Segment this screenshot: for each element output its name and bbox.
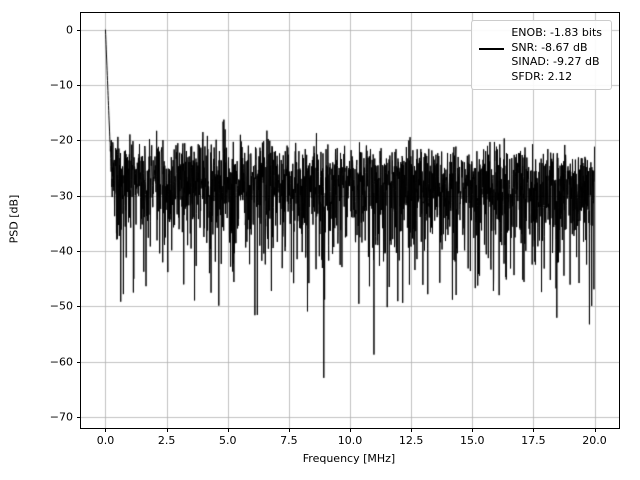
legend-enob: ENOB: -1.83 bits (511, 26, 602, 39)
x-tick-label: 17.5 (521, 434, 546, 447)
y-tick-label: −40 (49, 244, 73, 258)
legend-line-sample-icon (479, 48, 505, 50)
x-tick-label: 20.0 (582, 434, 607, 447)
x-tick-label: 0.0 (96, 434, 115, 447)
x-tick-mark (288, 428, 290, 432)
legend-sinad: SINAD: -9.27 dB (511, 55, 600, 68)
x-tick-label: 12.5 (398, 434, 424, 447)
x-tick-label: 2.5 (157, 434, 176, 447)
x-tick-label: 5.0 (218, 434, 237, 447)
x-tick-mark (227, 428, 229, 432)
legend-text: ENOB: -1.83 bits SNR: -8.67 dB SINAD: -9… (511, 26, 602, 84)
x-tick-label: 10.0 (337, 434, 363, 447)
x-tick-label: 15.0 (460, 434, 485, 447)
x-tick-mark (472, 428, 474, 432)
legend-sfdr: SFDR: 2.12 (511, 69, 573, 83)
x-tick-mark (166, 428, 168, 432)
x-tick-mark (105, 428, 107, 432)
y-tick-label: −60 (49, 355, 73, 369)
y-tick-label: −20 (49, 133, 73, 147)
y-tick-mark (77, 84, 81, 86)
y-tick-mark (77, 361, 81, 363)
x-tick-mark (533, 428, 535, 432)
x-tick-label: 7.5 (280, 434, 298, 447)
x-axis-label: Frequency [MHz] (302, 452, 396, 465)
y-tick-mark (77, 140, 81, 142)
y-tick-label: −30 (49, 189, 73, 203)
y-tick-mark (77, 250, 81, 252)
y-axis-label: PSD [dB] (7, 194, 21, 244)
y-tick-label: −50 (49, 299, 73, 313)
x-tick-mark (350, 428, 351, 432)
y-tick-mark (77, 29, 81, 31)
x-tick-mark (411, 428, 413, 432)
y-tick-mark (77, 306, 81, 308)
y-tick-mark (77, 195, 81, 197)
y-tick-label: 0 (66, 23, 73, 37)
y-tick-label: −70 (49, 410, 73, 424)
y-tick-label: −10 (49, 78, 73, 92)
y-tick-mark (77, 416, 81, 418)
plot-area: ENOB: -1.83 bits SNR: -8.67 dB SINAD: -9… (50, 12, 620, 447)
legend-snr: SNR: -8.67 dB (511, 40, 588, 54)
legend: ENOB: -1.83 bits SNR: -8.67 dB SINAD: -9… (471, 20, 612, 90)
x-tick-mark (594, 428, 596, 432)
